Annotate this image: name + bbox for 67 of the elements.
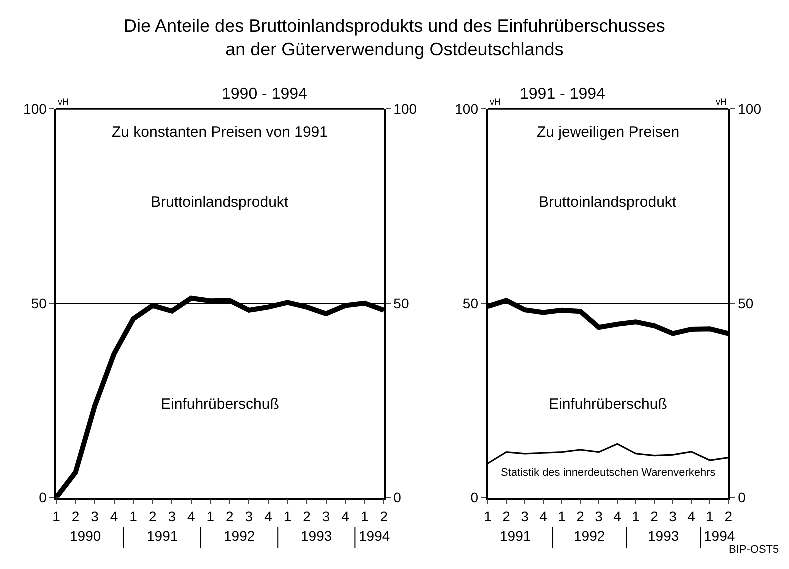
- x-tick-label: 4: [264, 508, 273, 524]
- annotation: Zu konstanten Preisen von 1991: [112, 124, 328, 141]
- text: 1992: [574, 528, 606, 544]
- x-tick-label: 3: [322, 508, 330, 524]
- x-tick-label: 3: [521, 508, 530, 524]
- x-tick-label: 2: [72, 508, 80, 524]
- x-tick-label: 1: [284, 508, 292, 524]
- annotation: Einfuhrüberschuß: [161, 396, 280, 413]
- y-tick-label: 0: [39, 490, 48, 506]
- y-tick-label: 50: [31, 295, 48, 312]
- chart-title: Die Anteile des Bruttoinlandsprodukts und des Einfuhrüberschusses an der Güterverwendung Ostdeutschlands: [124, 16, 666, 60]
- x-tick-label: 2: [502, 508, 511, 524]
- text: 1993: [301, 528, 332, 544]
- text: 1994: [359, 528, 390, 544]
- y2-tick-label: 100: [738, 100, 762, 117]
- y2-tick-label: 50: [738, 295, 754, 312]
- chart-title: 1991 - 1994: [520, 86, 606, 103]
- x-tick-label: 1: [706, 508, 714, 524]
- annotation: Zu jeweiligen Preisen: [537, 124, 680, 141]
- annotation: Einfuhrüberschuß: [549, 396, 668, 413]
- y2-tick-label: 0: [394, 490, 402, 506]
- x-tick-label: 1: [558, 508, 566, 524]
- x-tick-label: 3: [168, 508, 176, 524]
- x-tick-label: 2: [650, 508, 659, 524]
- y-axis-title: vH: [58, 97, 69, 107]
- text: 1993: [648, 528, 680, 544]
- x-tick-label: 3: [669, 508, 678, 524]
- text: 1991: [500, 528, 532, 544]
- x-tick-label: 1: [360, 508, 369, 524]
- x-tick-label: 1: [52, 508, 61, 524]
- x-tick-label: 4: [342, 508, 350, 524]
- y-axis-title: vH: [490, 97, 501, 107]
- series-label: Statistik des innerdeutschen Warenverkehrs: [501, 467, 716, 479]
- x-tick-label: 3: [245, 508, 254, 524]
- x-tick-label: 2: [226, 508, 234, 524]
- text: 1994: [704, 528, 736, 544]
- x-tick-label: 2: [724, 508, 733, 524]
- y-tick-label: 100: [24, 100, 48, 117]
- x-tick-label: 4: [110, 508, 118, 524]
- annotation: Bruttoinlandsprodukt: [151, 194, 290, 211]
- y2-tick-label: 50: [394, 295, 410, 312]
- x-tick-label: 1: [130, 508, 138, 524]
- y-tick-label: 0: [470, 490, 479, 506]
- x-tick-label: 1: [632, 508, 640, 524]
- x-tick-label: 2: [303, 508, 312, 524]
- chart-subtitle: 1990 - 1994: [222, 86, 308, 103]
- y2-tick-label: 100: [394, 100, 418, 117]
- x-tick-label: 2: [380, 508, 388, 524]
- x-tick-label: 2: [148, 508, 157, 524]
- x-tick-label: 4: [187, 508, 196, 524]
- text: BIP-OST5: [729, 544, 780, 556]
- text: 1992: [224, 528, 256, 544]
- y-tick-label: 100: [455, 100, 479, 117]
- y-tick-label: 50: [462, 295, 479, 312]
- y2-tick-label: 0: [738, 490, 746, 506]
- x-tick-label: 1: [206, 508, 215, 524]
- annotation: Bruttoinlandsprodukt: [539, 194, 678, 211]
- x-tick-label: 3: [595, 508, 604, 524]
- text: 1991: [147, 528, 178, 544]
- x-tick-label: 1: [484, 508, 492, 524]
- y2-axis-title: vH: [716, 97, 727, 107]
- text: 1990: [70, 528, 102, 544]
- x-tick-label: 2: [576, 508, 585, 524]
- x-tick-label: 4: [688, 508, 696, 524]
- x-tick-label: 4: [614, 508, 622, 524]
- x-tick-label: 4: [540, 508, 548, 524]
- x-tick-label: 3: [91, 508, 100, 524]
